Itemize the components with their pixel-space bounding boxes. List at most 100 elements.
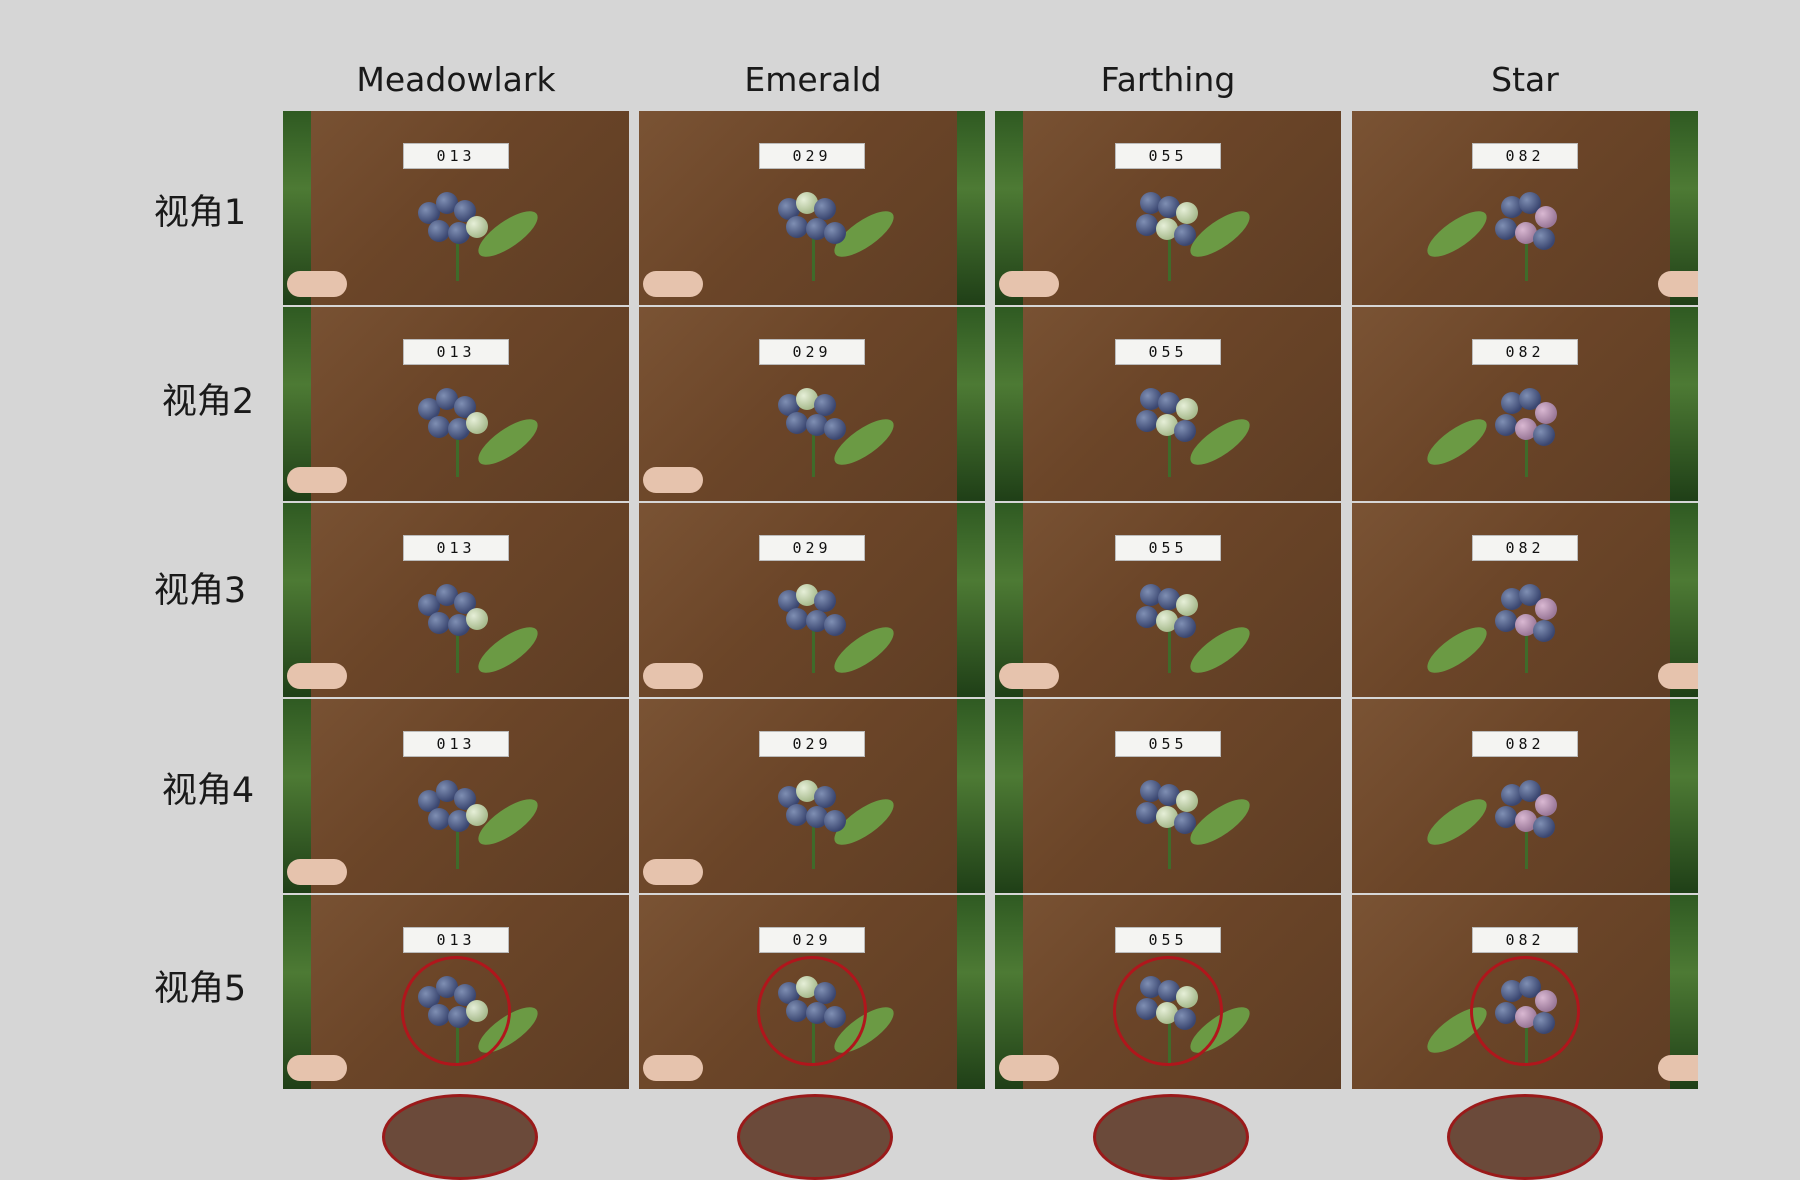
highlight-circle [401,956,511,1067]
sample-tag: 013 [403,339,509,365]
berry-cluster [1130,779,1206,844]
berry-cluster [418,583,494,648]
blueberry-photo: 082 [1352,699,1698,893]
sample-tag: 013 [403,927,509,953]
berry [1140,387,1162,410]
stem [1168,231,1171,282]
partial-photo-circle [1447,1094,1603,1180]
column-header-farthing: Farthing [1100,60,1236,99]
foliage [995,307,1023,501]
berry [786,607,808,630]
berry [778,785,800,808]
berry [778,197,800,220]
sample-tag: 029 [759,731,865,757]
berry [1533,423,1555,446]
row-label-view-3: 视角3 [153,571,247,611]
berry [806,805,828,828]
blueberry-photo: 013 [283,895,629,1089]
berry [806,217,828,240]
berry [448,221,470,244]
berry [1156,805,1178,828]
berry [436,779,458,802]
berry [824,221,846,244]
berry [448,809,470,832]
berry [1535,597,1557,620]
berry [806,413,828,436]
stem [1168,427,1171,478]
berry [1501,391,1523,414]
berry [1535,793,1557,816]
berry [428,611,450,634]
sample-tag: 029 [759,535,865,561]
berry [418,397,440,420]
sample-tag: 055 [1115,143,1221,169]
berry [1533,227,1555,250]
blueberry-photo: 055 [995,503,1341,697]
leaf [1420,619,1494,681]
foliage [957,503,985,697]
foliage [957,111,985,305]
berry [466,803,488,826]
blueberry-photo: 055 [995,307,1341,501]
berry [448,417,470,440]
berry [1136,801,1158,824]
berry [436,191,458,214]
berry [1515,613,1537,636]
berry [1158,391,1180,414]
row-label-view-1: 视角1 [153,193,247,233]
berry-cluster [1487,583,1563,648]
berry [466,607,488,630]
berry-cluster [1130,387,1206,452]
berry-cluster [418,191,494,256]
stem [812,623,815,674]
berry [1519,779,1541,802]
berry [1136,605,1158,628]
stem [812,819,815,870]
highlight-circle [1113,956,1223,1067]
sample-tag: 013 [403,143,509,169]
hand [999,271,1059,297]
berry [1156,413,1178,436]
berry [436,583,458,606]
berry [796,583,818,606]
row-label-view-2: 视角2 [161,382,255,422]
berry [1501,783,1523,806]
berry [796,387,818,410]
sample-tag: 055 [1115,927,1221,953]
berry [428,807,450,830]
berry [448,613,470,636]
berry [466,411,488,434]
berry [778,589,800,612]
blueberry-photo: 013 [283,307,629,501]
blueberry-photo: 055 [995,895,1341,1089]
blueberry-photo: 029 [639,895,985,1089]
berry [1515,221,1537,244]
berry [786,803,808,826]
berry [436,387,458,410]
leaf [1420,791,1494,853]
berry [418,593,440,616]
berry [814,785,836,808]
berry [814,197,836,220]
hand [643,1055,703,1081]
berry-cluster [774,191,850,256]
berry-cluster [1130,583,1206,648]
berry [466,215,488,238]
stem [456,623,459,674]
sample-tag: 055 [1115,339,1221,365]
berry [1174,419,1196,442]
berry [786,215,808,238]
berry [428,219,450,242]
row-label-view-4: 视角4 [161,771,255,811]
partial-photo-circle [1093,1094,1249,1180]
sample-tag: 082 [1472,927,1578,953]
stem [1525,819,1528,870]
berry [1519,191,1541,214]
stem [456,427,459,478]
berry [1176,397,1198,420]
hand [643,467,703,493]
berry [1140,583,1162,606]
foliage [957,307,985,501]
hand [287,663,347,689]
sample-tag: 055 [1115,731,1221,757]
